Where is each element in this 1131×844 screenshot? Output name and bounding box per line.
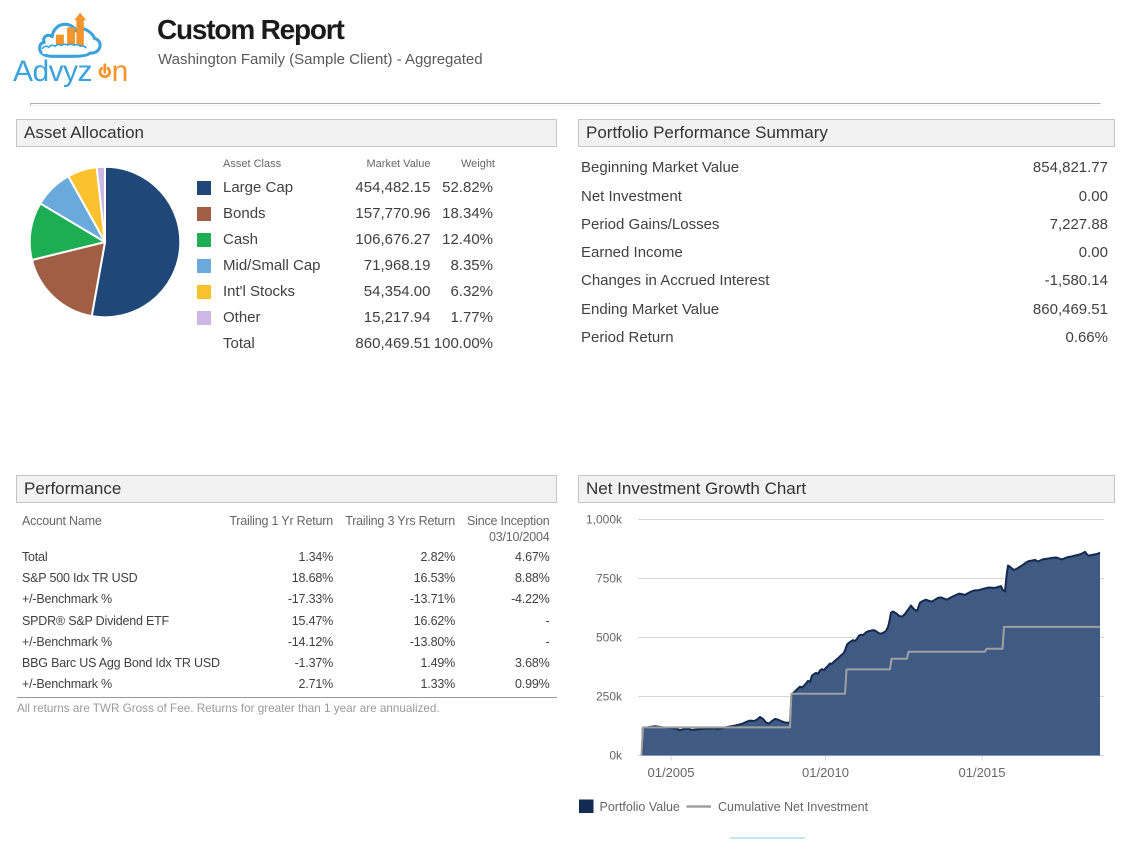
svg-text:01/2005: 01/2005: [648, 765, 695, 780]
svg-text:01/2015: 01/2015: [959, 765, 1006, 780]
svg-text:1,000k: 1,000k: [586, 513, 623, 527]
svg-text:n: n: [112, 55, 129, 88]
svg-text:Cumulative Net Investment: Cumulative Net Investment: [718, 800, 869, 814]
svg-text:500k: 500k: [596, 631, 623, 645]
svg-text:01/2010: 01/2010: [802, 765, 849, 780]
svg-text:250k: 250k: [596, 690, 623, 704]
svg-text:Advyz: Advyz: [13, 55, 92, 88]
svg-text:Portfolio Value: Portfolio Value: [600, 800, 680, 814]
svg-text:0k: 0k: [609, 749, 623, 763]
svg-text:750k: 750k: [596, 572, 623, 586]
